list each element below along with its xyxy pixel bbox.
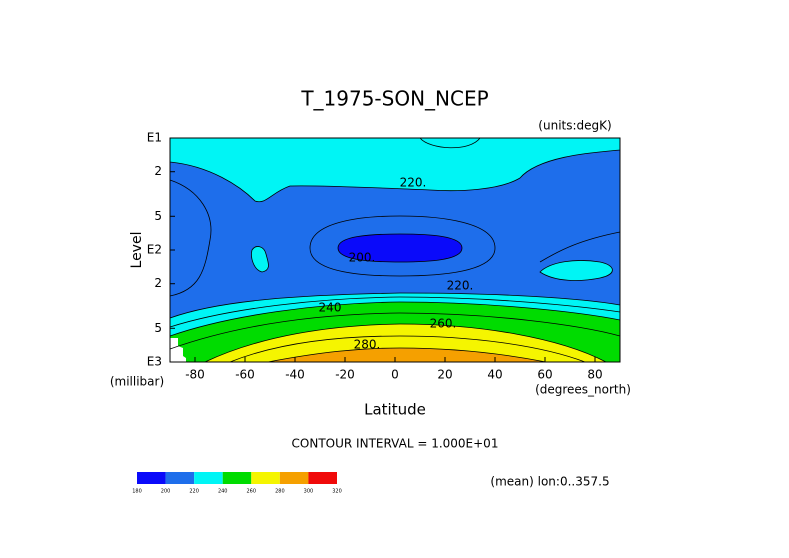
colorbar-label: 200 xyxy=(161,489,171,495)
colorbar-label: 220 xyxy=(189,489,199,495)
contour-fill xyxy=(267,347,547,363)
colorbar-box xyxy=(251,472,280,484)
contour-label: 280. xyxy=(354,338,381,352)
x-tick-label: -40 xyxy=(285,368,305,382)
y-tick-label: E1 xyxy=(147,131,162,145)
contour-fill xyxy=(204,323,607,363)
mean-label: (mean) lon:0..357.5 xyxy=(490,475,609,489)
colorbar-box xyxy=(194,472,223,484)
contour-line xyxy=(169,296,621,328)
y-tick-label: 2 xyxy=(154,164,162,178)
y-tick-label: E2 xyxy=(147,243,162,257)
chart-title: T_1975-SON_NCEP xyxy=(300,87,488,111)
x-tick-label: 20 xyxy=(437,368,452,382)
colorbar-label: 320 xyxy=(332,489,342,495)
colorbar-box xyxy=(222,472,252,484)
colorbar-box xyxy=(165,472,195,484)
terrain-mask xyxy=(170,338,186,362)
contour-label: 220. xyxy=(447,279,474,293)
colorbar-label: 260 xyxy=(247,489,257,495)
contour-fill xyxy=(539,260,613,281)
contour-fill xyxy=(169,137,621,203)
contour-fill xyxy=(337,233,463,263)
colorbar-label: 240 xyxy=(218,489,228,495)
x-tick-label: 60 xyxy=(537,368,552,382)
x-tick-label: 40 xyxy=(487,368,502,382)
x-tick-label: 80 xyxy=(587,368,602,382)
colorbar-box xyxy=(308,472,337,484)
contour-interval: CONTOUR INTERVAL = 1.000E+01 xyxy=(292,437,499,451)
contour-line xyxy=(169,179,212,297)
colorbar-label: 280 xyxy=(275,489,285,495)
y-axis-label: Level xyxy=(129,232,145,269)
contour-line xyxy=(169,312,621,350)
contour-label: 240 xyxy=(319,301,342,315)
colorbar-box xyxy=(279,472,309,484)
x-axis-label: Latitude xyxy=(364,401,426,419)
contour-label: 200. xyxy=(349,251,376,265)
units-label: (units:degK) xyxy=(538,119,611,133)
plot-area: 220. 200. 220. 240 260. 280. xyxy=(169,137,621,363)
colorbar-box xyxy=(137,472,166,484)
colorbar-label: 300 xyxy=(304,489,314,495)
contour-line xyxy=(419,137,481,149)
colorbar-label: 180 xyxy=(132,489,142,495)
contour-line xyxy=(539,231,621,263)
x-tick-label: -20 xyxy=(335,368,355,382)
x-tick-label: 0 xyxy=(391,368,399,382)
y-unit-label: (millibar) xyxy=(110,375,164,389)
y-tick-label: 5 xyxy=(154,321,162,335)
contour-line xyxy=(309,215,496,277)
contour-label: 260. xyxy=(430,317,457,331)
contour-line xyxy=(229,335,586,363)
y-tick-label: 5 xyxy=(154,209,162,223)
contour-label: 220. xyxy=(400,176,427,190)
contour-fill xyxy=(251,246,269,273)
x-tick-label: -80 xyxy=(185,368,205,382)
y-tick-label: E3 xyxy=(147,355,162,369)
y-tick-label: 2 xyxy=(154,276,162,290)
x-unit-label: (degrees_north) xyxy=(535,383,631,397)
x-tick-label: -60 xyxy=(235,368,255,382)
